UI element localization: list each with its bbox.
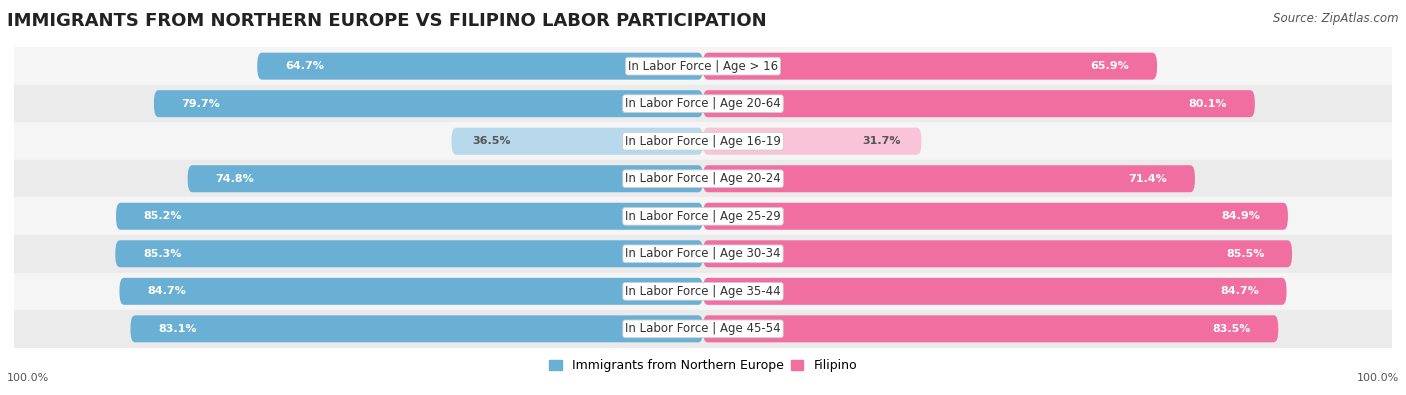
Text: 80.1%: 80.1% (1189, 99, 1227, 109)
Text: In Labor Force | Age 16-19: In Labor Force | Age 16-19 (626, 135, 780, 148)
Text: Source: ZipAtlas.com: Source: ZipAtlas.com (1274, 12, 1399, 25)
Bar (14, 85, 1392, 122)
Bar (14, 235, 1392, 273)
Text: 84.9%: 84.9% (1222, 211, 1260, 221)
Text: 100.0%: 100.0% (7, 373, 49, 383)
Text: 64.7%: 64.7% (285, 61, 323, 71)
Legend: Immigrants from Northern Europe, Filipino: Immigrants from Northern Europe, Filipin… (544, 354, 862, 377)
Text: 74.8%: 74.8% (215, 174, 254, 184)
Bar (14, 122, 1392, 160)
Text: 36.5%: 36.5% (472, 136, 510, 146)
Bar (14, 47, 1392, 85)
Text: 85.5%: 85.5% (1226, 249, 1264, 259)
FancyBboxPatch shape (703, 240, 1292, 267)
Text: In Labor Force | Age 20-24: In Labor Force | Age 20-24 (626, 172, 780, 185)
FancyBboxPatch shape (153, 90, 703, 117)
Bar (14, 310, 1392, 348)
Text: 79.7%: 79.7% (181, 99, 221, 109)
Text: In Labor Force | Age 35-44: In Labor Force | Age 35-44 (626, 285, 780, 298)
FancyBboxPatch shape (703, 128, 921, 155)
FancyBboxPatch shape (703, 278, 1286, 305)
Text: 31.7%: 31.7% (862, 136, 901, 146)
Text: 100.0%: 100.0% (1357, 373, 1399, 383)
FancyBboxPatch shape (187, 165, 703, 192)
FancyBboxPatch shape (703, 315, 1278, 342)
Text: 83.1%: 83.1% (157, 324, 197, 334)
Text: In Labor Force | Age 30-34: In Labor Force | Age 30-34 (626, 247, 780, 260)
Text: 85.2%: 85.2% (143, 211, 183, 221)
Bar (14, 160, 1392, 198)
Text: 85.3%: 85.3% (143, 249, 181, 259)
Text: In Labor Force | Age > 16: In Labor Force | Age > 16 (628, 60, 778, 73)
FancyBboxPatch shape (115, 240, 703, 267)
Text: IMMIGRANTS FROM NORTHERN EUROPE VS FILIPINO LABOR PARTICIPATION: IMMIGRANTS FROM NORTHERN EUROPE VS FILIP… (7, 12, 766, 30)
FancyBboxPatch shape (451, 128, 703, 155)
Text: In Labor Force | Age 45-54: In Labor Force | Age 45-54 (626, 322, 780, 335)
FancyBboxPatch shape (703, 165, 1195, 192)
Text: 84.7%: 84.7% (148, 286, 186, 296)
Text: In Labor Force | Age 25-29: In Labor Force | Age 25-29 (626, 210, 780, 223)
Text: In Labor Force | Age 20-64: In Labor Force | Age 20-64 (626, 97, 780, 110)
Text: 65.9%: 65.9% (1091, 61, 1129, 71)
FancyBboxPatch shape (703, 90, 1254, 117)
Bar (14, 273, 1392, 310)
FancyBboxPatch shape (117, 203, 703, 230)
Text: 83.5%: 83.5% (1212, 324, 1251, 334)
Text: 71.4%: 71.4% (1129, 174, 1167, 184)
FancyBboxPatch shape (257, 53, 703, 80)
FancyBboxPatch shape (120, 278, 703, 305)
Bar (14, 198, 1392, 235)
FancyBboxPatch shape (703, 203, 1288, 230)
Text: 84.7%: 84.7% (1220, 286, 1258, 296)
FancyBboxPatch shape (131, 315, 703, 342)
FancyBboxPatch shape (703, 53, 1157, 80)
